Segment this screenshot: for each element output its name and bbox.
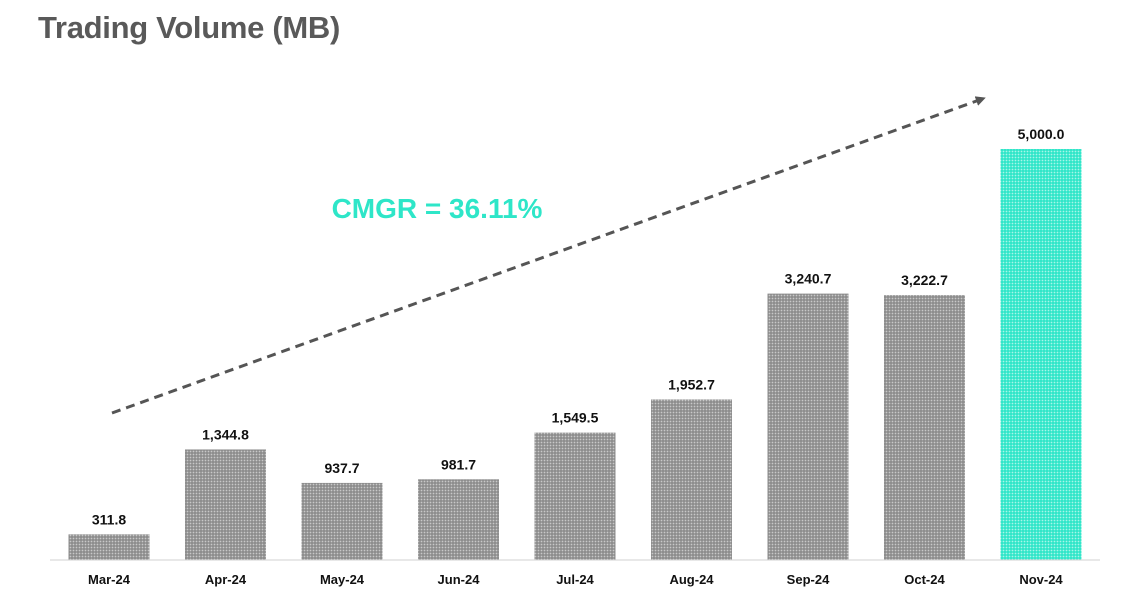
x-tick-label-jun-24: Jun-24 <box>438 572 481 587</box>
data-label-oct-24: 3,222.7 <box>901 272 948 288</box>
data-label-nov-24: 5,000.0 <box>1018 126 1065 142</box>
x-tick-label-oct-24: Oct-24 <box>904 572 945 587</box>
data-label-aug-24: 1,952.7 <box>668 376 715 392</box>
data-label-sep-24: 3,240.7 <box>785 271 832 287</box>
x-tick-label-jul-24: Jul-24 <box>556 572 594 587</box>
data-label-jul-24: 1,549.5 <box>552 410 599 426</box>
x-tick-label-mar-24: Mar-24 <box>88 572 131 587</box>
bar-mar-24 <box>68 534 150 560</box>
x-tick-label-may-24: May-24 <box>320 572 365 587</box>
bar-jul-24 <box>534 432 616 560</box>
bar-oct-24 <box>884 295 965 560</box>
x-tick-label-aug-24: Aug-24 <box>669 572 714 587</box>
cmgr-annotation: CMGR = 36.11% <box>332 193 543 224</box>
data-label-jun-24: 981.7 <box>441 456 476 472</box>
bar-apr-24 <box>185 449 266 560</box>
x-tick-label-nov-24: Nov-24 <box>1019 572 1063 587</box>
x-tick-label-sep-24: Sep-24 <box>787 572 830 587</box>
bar-sep-24 <box>767 293 849 560</box>
chart-title: Trading Volume (MB) <box>38 10 340 45</box>
bar-nov-24 <box>1000 149 1082 560</box>
trend-arrow <box>111 96 986 415</box>
bar-aug-24 <box>651 399 732 560</box>
data-label-mar-24: 311.8 <box>92 511 126 527</box>
data-label-may-24: 937.7 <box>324 460 359 476</box>
bar-may-24 <box>301 482 383 560</box>
data-label-apr-24: 1,344.8 <box>202 426 249 442</box>
bar-jun-24 <box>418 479 499 560</box>
x-tick-label-apr-24: Apr-24 <box>205 572 247 587</box>
